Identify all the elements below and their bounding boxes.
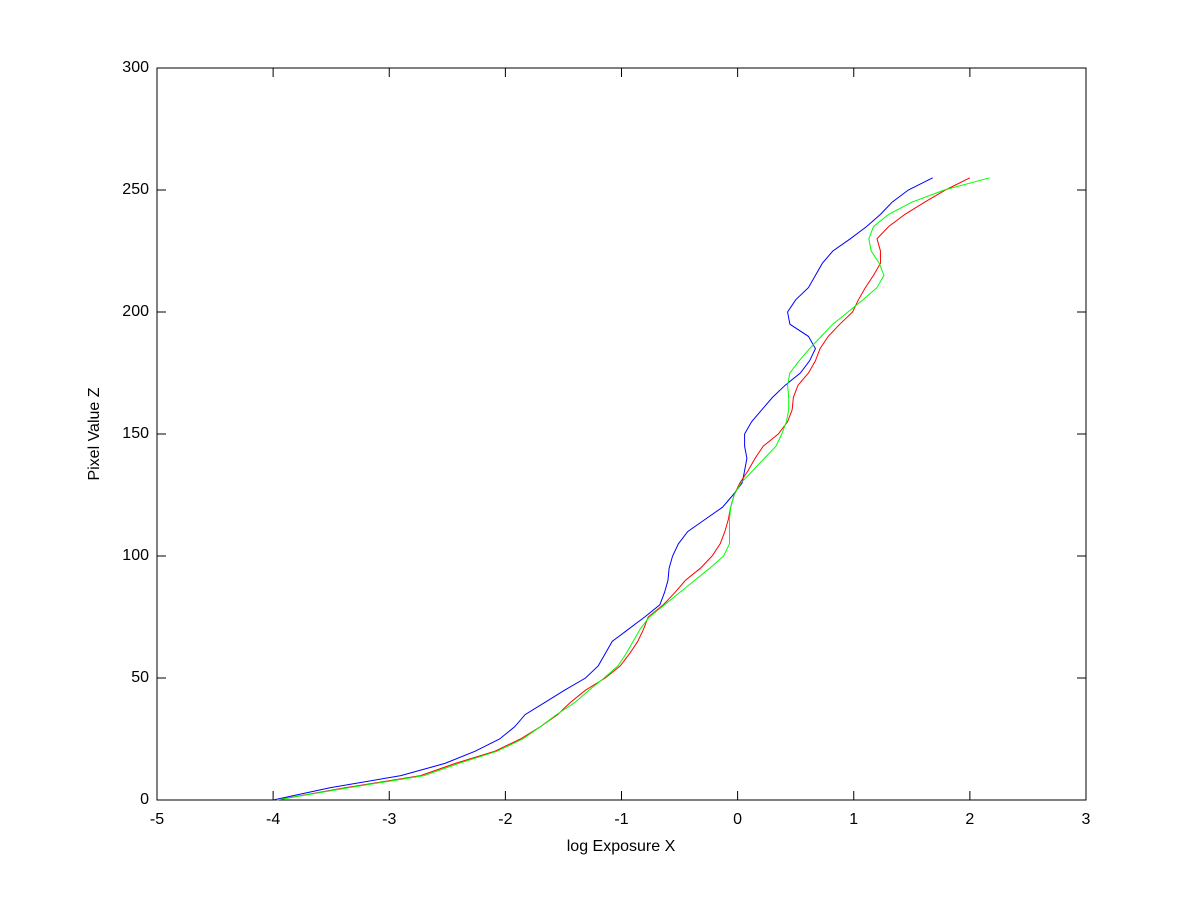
y-tick-label: 200 <box>122 303 149 320</box>
x-tick-label: -5 <box>150 811 164 828</box>
x-tick-label: -2 <box>498 811 512 828</box>
plot-box <box>156 67 1087 801</box>
y-axis-label: Pixel Value Z <box>86 387 103 480</box>
x-tick-label: -4 <box>266 811 280 828</box>
x-tick-label: -3 <box>382 811 396 828</box>
series-line <box>276 177 990 801</box>
x-tick-label: 0 <box>733 811 742 828</box>
x-tick-label: 3 <box>1082 811 1091 828</box>
y-tick-label: 300 <box>122 59 149 76</box>
y-tick-label: 0 <box>140 791 149 808</box>
x-tick-label: -1 <box>614 811 628 828</box>
y-tick-label: 250 <box>122 181 149 198</box>
series-line <box>276 177 971 801</box>
x-axis-label: log Exposure X <box>567 838 676 855</box>
x-tick-label: 2 <box>965 811 974 828</box>
y-tick-label: 50 <box>131 669 149 686</box>
y-tick-label: 100 <box>122 547 149 564</box>
x-tick-label: 1 <box>849 811 858 828</box>
y-tick-label: 150 <box>122 425 149 442</box>
